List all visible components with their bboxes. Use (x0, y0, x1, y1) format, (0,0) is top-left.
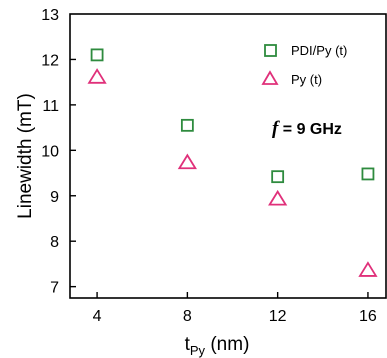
x-axis-label-main: t (185, 334, 191, 355)
y-tick-label: 11 (42, 98, 59, 115)
y-tick-label: 10 (41, 143, 59, 160)
legend-label-py: Py (t) (291, 72, 322, 87)
frequency-symbol: f (272, 118, 280, 139)
pdi-py-data-point (271, 170, 285, 184)
y-tick-label: 13 (41, 7, 59, 24)
legend: PDI/Py (t) Py (t) (261, 43, 347, 87)
legend-marker-triangle (261, 70, 279, 85)
data-points (87, 48, 378, 277)
pdi-py-data-point (180, 118, 194, 132)
y-tick-label: 7 (50, 280, 59, 297)
x-axis-label: tPy (nm) (185, 334, 250, 358)
x-tick-label: 16 (359, 308, 377, 325)
py-data-point (87, 68, 107, 84)
py-data-point (177, 153, 197, 170)
x-axis-label-unit: (nm) (205, 334, 249, 355)
frequency-annotation: f = 9 GHz (272, 118, 342, 139)
legend-label-pdi-py: PDI/Py (t) (291, 43, 347, 58)
y-axis-label: Linewidth (mT) (15, 93, 36, 219)
py-data-point (268, 189, 288, 206)
pdi-py-data-point (361, 167, 375, 181)
x-axis-label-subscript: Py (190, 343, 206, 358)
plot-frame (69, 13, 387, 299)
y-tick-label: 12 (41, 52, 59, 69)
y-tick-label: 9 (50, 189, 59, 206)
x-tick-label: 8 (183, 308, 192, 325)
y-axis-ticks: 7 8 9 10 11 12 13 (41, 7, 76, 297)
frequency-value: = 9 GHz (278, 121, 342, 138)
x-tick-label: 12 (269, 308, 287, 325)
x-tick-label: 4 (93, 308, 102, 325)
y-tick-label: 8 (50, 234, 59, 251)
pdi-py-data-point (90, 48, 104, 62)
legend-marker-square (264, 44, 277, 57)
x-axis-ticks: 4 8 12 16 (93, 292, 377, 325)
py-data-point (358, 261, 378, 277)
